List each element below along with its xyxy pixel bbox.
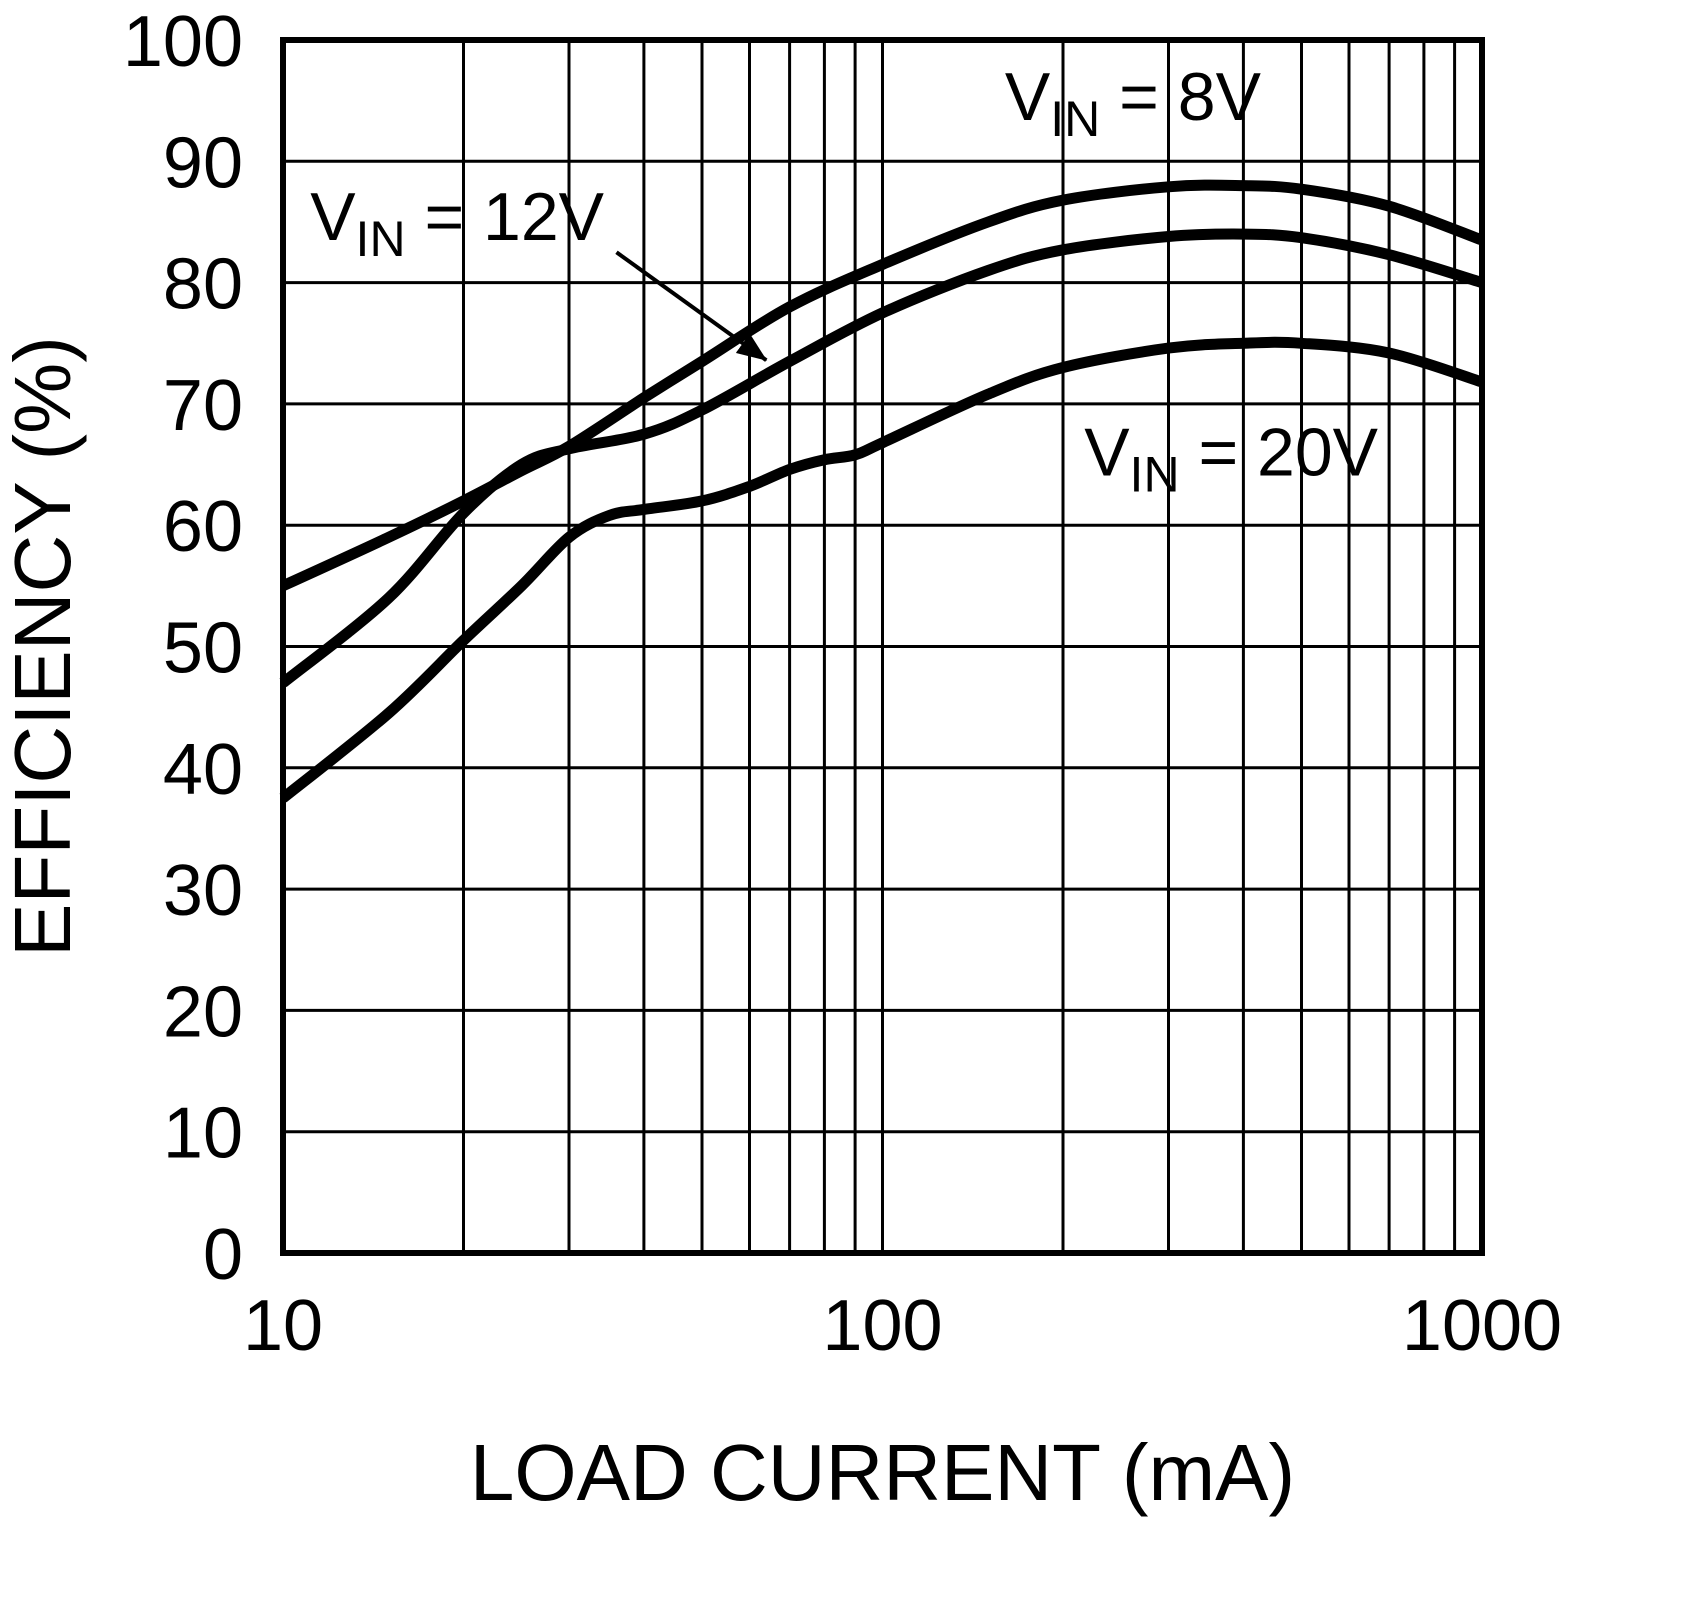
series-label-vin-8v: VIN = 8V — [1005, 59, 1262, 147]
grid-lines — [283, 40, 1482, 1253]
series-label-vin-20v: VIN = 20V — [1084, 415, 1378, 503]
y-tick-label: 20 — [163, 972, 243, 1052]
x-axis-title: LOAD CURRENT (mA) — [470, 1428, 1295, 1517]
series-curve-vin-20v — [279, 336, 1484, 803]
x-tick-label: 1000 — [1402, 1286, 1562, 1366]
y-tick-label: 80 — [163, 245, 243, 325]
annotation-arrow — [615, 250, 768, 362]
x-tick-label: 100 — [822, 1286, 942, 1366]
series-curve-vin-12v — [279, 228, 1484, 688]
x-tick-label: 10 — [243, 1286, 323, 1366]
y-tick-label: 40 — [163, 730, 243, 810]
y-tick-label: 50 — [163, 609, 243, 689]
y-tick-label: 0 — [203, 1215, 243, 1295]
y-tick-label: 30 — [163, 851, 243, 931]
y-tick-label: 60 — [163, 487, 243, 567]
y-tick-label: 90 — [163, 123, 243, 203]
y-tick-label: 100 — [123, 2, 243, 82]
y-tick-label: 10 — [163, 1094, 243, 1174]
x-tick-labels: 10 100 1000 — [243, 1286, 1562, 1366]
plot-border — [280, 37, 1485, 1256]
series-label-vin-12v: VIN = 12V — [310, 179, 604, 267]
y-tick-labels: 0 10 20 30 40 50 60 70 80 90 100 — [123, 2, 243, 1295]
y-axis-title: EFFICIENCY (%) — [0, 336, 87, 957]
y-tick-label: 70 — [163, 366, 243, 446]
